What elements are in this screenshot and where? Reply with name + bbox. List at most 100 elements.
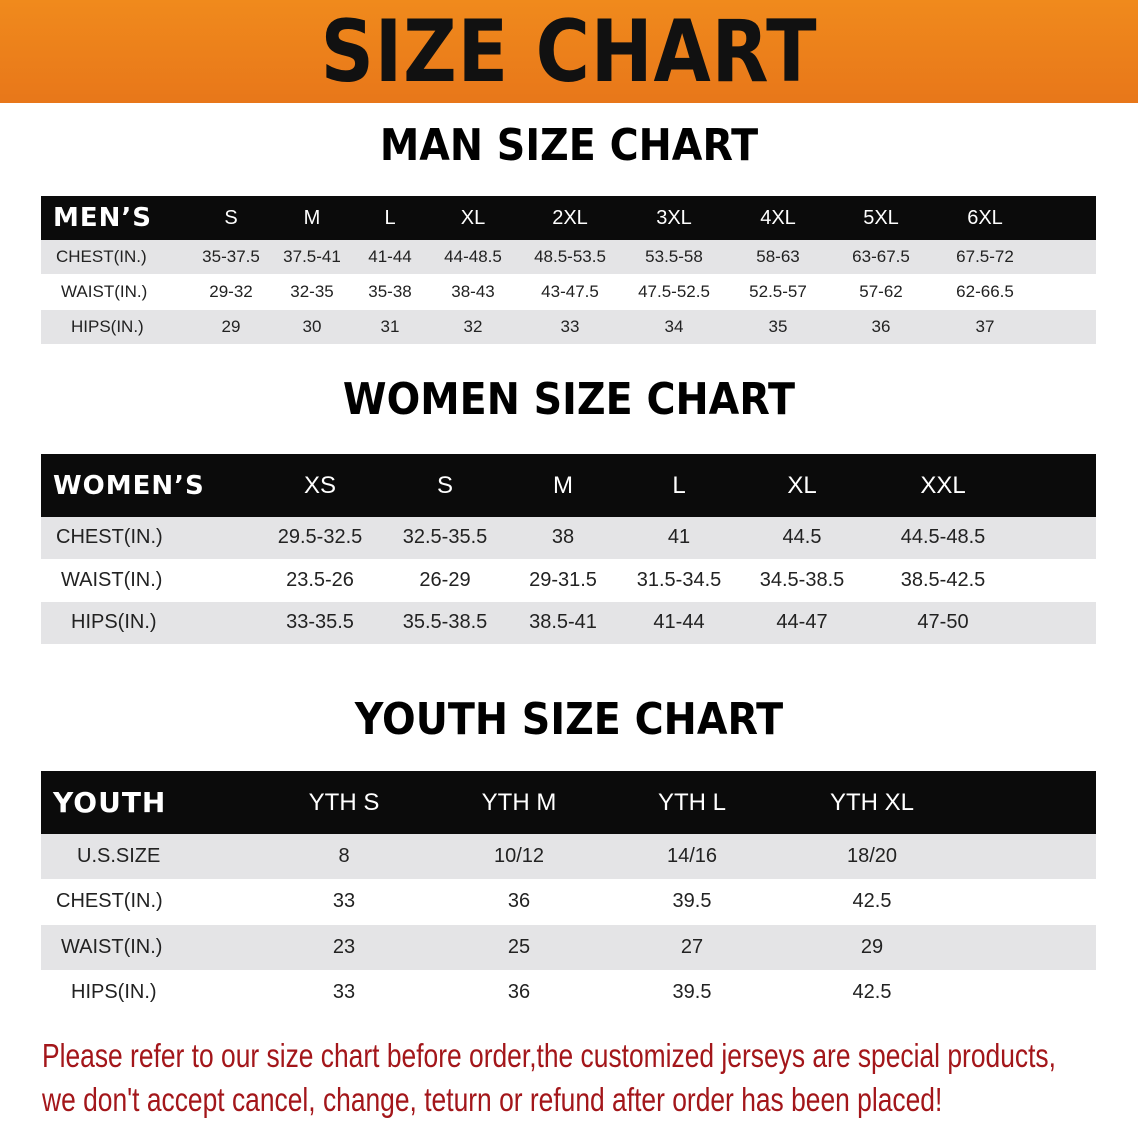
table-cell: 36 xyxy=(507,981,531,1004)
youth-section-title: YOUTH SIZE CHART xyxy=(354,694,784,745)
table-cell: 36 xyxy=(871,317,891,336)
table-cell: 53.5-58 xyxy=(645,247,703,266)
table-row: CHEST(IN.) 35-37.5 37.5-41 41-44 44-48.5 48.5… xyxy=(41,240,1096,274)
table-cell: 35 xyxy=(768,317,788,336)
table-cell: 36 xyxy=(507,890,531,913)
table-cell: 67.5-72 xyxy=(956,247,1014,266)
table-cell: 47-50 xyxy=(917,611,969,634)
table-cell: 57-62 xyxy=(859,282,903,301)
table-cell: 27 xyxy=(680,935,704,958)
size-header-xl: XL xyxy=(787,471,817,499)
table-cell: 38.5-41 xyxy=(529,611,597,634)
size-header-s: S xyxy=(436,471,454,499)
table-cell: 42.5 xyxy=(852,890,892,913)
size-header-2xl: 2XL xyxy=(552,206,588,229)
table-cell: 34 xyxy=(664,317,684,336)
table-cell: 29-31.5 xyxy=(529,568,597,591)
women-section-title: WOMEN SIZE CHART xyxy=(342,374,796,425)
table-header-row: WOMEN’S XS S M L XL XXL xyxy=(41,454,1096,517)
men-size-table: MEN’S S M L XL 2XL 3XL 4XL 5XL 6XL CHEST(IN.) 35-37… xyxy=(41,196,1096,346)
table-cell: 38 xyxy=(551,526,575,549)
table-row: HIPS(IN.) 33-35.5 35.5-38.5 38.5-41 41-44 44-… xyxy=(41,602,1096,644)
size-header-xxl: XXL xyxy=(920,471,966,499)
table-row: CHEST(IN.) 29.5-32.5 32.5-35.5 38 41 44.5 44.5… xyxy=(41,517,1096,559)
table-cell: 41-44 xyxy=(653,611,705,634)
row-label: HIPS(IN.) xyxy=(71,317,144,336)
table-cell: 52.5-57 xyxy=(749,282,807,301)
table-cell: 44.5-48.5 xyxy=(900,526,986,549)
table-cell: 37 xyxy=(975,317,995,336)
size-chart-banner: SIZE CHART xyxy=(0,0,1138,103)
size-header-yth-s: YTH S xyxy=(308,788,380,816)
table-cell: 32.5-35.5 xyxy=(402,526,488,549)
header-label: YOUTH xyxy=(53,786,167,819)
table-cell: 23 xyxy=(332,935,356,958)
table-cell: 26-29 xyxy=(419,568,471,591)
row-label: CHEST(IN.) xyxy=(56,890,163,913)
table-cell: 30 xyxy=(302,317,322,336)
table-row: CHEST(IN.) 33 36 39.5 42.5 xyxy=(41,879,1096,924)
table-row: WAIST(IN.) 29-32 32-35 35-38 38-43 43-47.5 47.… xyxy=(41,275,1096,309)
table-cell: 25 xyxy=(507,935,531,958)
size-header-xl: XL xyxy=(460,206,486,229)
table-cell: 32-35 xyxy=(290,282,334,301)
row-label: CHEST(IN.) xyxy=(56,526,163,549)
size-header-l: L xyxy=(672,471,686,499)
header-label: MEN’S xyxy=(53,203,152,233)
table-cell: 23.5-26 xyxy=(286,568,354,591)
size-header-yth-l: YTH L xyxy=(657,788,727,816)
size-header-s: S xyxy=(224,206,238,229)
size-header-yth-m: YTH M xyxy=(481,788,557,816)
table-cell: 35-37.5 xyxy=(202,247,260,266)
table-cell: 34.5-38.5 xyxy=(759,568,845,591)
table-cell: 31.5-34.5 xyxy=(636,568,722,591)
row-label: HIPS(IN.) xyxy=(71,611,157,634)
row-label: HIPS(IN.) xyxy=(71,981,157,1004)
row-label: WAIST(IN.) xyxy=(61,935,163,958)
table-cell: 29.5-32.5 xyxy=(277,526,363,549)
table-header-row: MEN’S S M L XL 2XL 3XL 4XL 5XL 6XL xyxy=(41,196,1096,240)
table-cell: 44.5 xyxy=(782,526,822,549)
size-header-m: M xyxy=(303,206,321,229)
row-label: U.S.SIZE xyxy=(77,844,161,867)
table-cell: 35-38 xyxy=(368,282,412,301)
table-cell: 44-48.5 xyxy=(444,247,502,266)
table-row: HIPS(IN.) 33 36 39.5 42.5 xyxy=(41,970,1096,1015)
table-cell: 33 xyxy=(332,890,356,913)
header-label: WOMEN’S xyxy=(53,470,205,501)
table-cell: 31 xyxy=(380,317,400,336)
size-header-6xl: 6XL xyxy=(967,206,1003,229)
row-label: WAIST(IN.) xyxy=(61,282,148,301)
size-header-yth-xl: YTH XL xyxy=(829,788,915,816)
women-size-table: WOMEN’S XS S M L XL XXL CHEST(IN.) 29.5-32.5 32.5… xyxy=(41,454,1096,645)
youth-size-table: YOUTH YTH S YTH M YTH L YTH XL U.S.SIZE 8 10/12… xyxy=(41,771,1096,1017)
table-cell: 29 xyxy=(860,935,884,958)
table-cell: 38.5-42.5 xyxy=(900,568,986,591)
table-cell: 37.5-41 xyxy=(283,247,341,266)
table-cell: 18/20 xyxy=(846,844,898,867)
size-header-3xl: 3XL xyxy=(656,206,692,229)
table-cell: 39.5 xyxy=(672,981,712,1004)
men-section-title: MAN SIZE CHART xyxy=(379,120,759,171)
table-cell: 33-35.5 xyxy=(286,611,354,634)
table-row: U.S.SIZE 8 10/12 14/16 18/20 xyxy=(41,834,1096,879)
table-cell: 8 xyxy=(338,844,350,867)
table-cell: 33 xyxy=(560,317,580,336)
table-cell: 29-32 xyxy=(209,282,253,301)
table-row: WAIST(IN.) 23 25 27 29 xyxy=(41,925,1096,970)
table-cell: 42.5 xyxy=(852,981,892,1004)
table-cell: 47.5-52.5 xyxy=(638,282,710,301)
table-row: HIPS(IN.) 29 30 31 32 33 34 35 36 37 xyxy=(41,310,1096,344)
size-header-xs: XS xyxy=(303,471,337,499)
table-header-row: YOUTH YTH S YTH M YTH L YTH XL xyxy=(41,771,1096,834)
table-cell: 14/16 xyxy=(666,844,718,867)
table-row: WAIST(IN.) 23.5-26 26-29 29-31.5 31.5-34.5 34… xyxy=(41,559,1096,601)
table-cell: 44-47 xyxy=(776,611,828,634)
size-header-5xl: 5XL xyxy=(863,206,899,229)
size-header-m: M xyxy=(553,471,573,499)
row-label: WAIST(IN.) xyxy=(61,568,163,591)
size-header-4xl: 4XL xyxy=(760,206,796,229)
row-label: CHEST(IN.) xyxy=(56,247,147,266)
table-cell: 48.5-53.5 xyxy=(534,247,606,266)
table-cell: 41 xyxy=(667,526,691,549)
